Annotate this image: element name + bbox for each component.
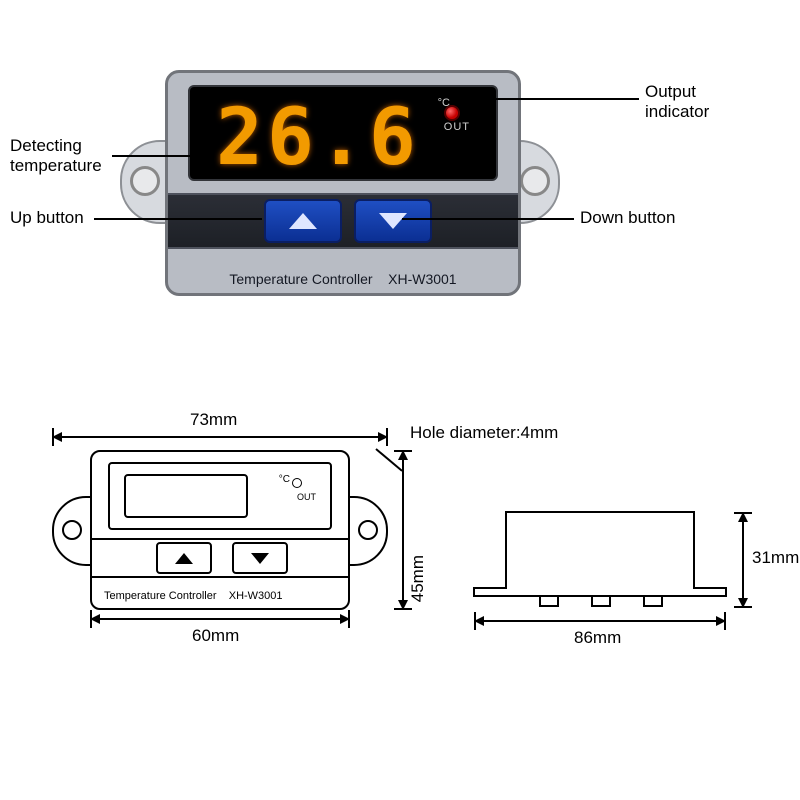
footer-model: XH-W3001 — [388, 271, 456, 287]
down-button[interactable] — [354, 199, 432, 243]
callout-down-button: Down button — [580, 208, 675, 228]
up-button[interactable] — [264, 199, 342, 243]
display-screen: 26.6 °C OUT — [188, 85, 498, 181]
outline-button-bar — [92, 538, 348, 578]
lead-line — [402, 218, 574, 220]
outline-footer: Temperature Controller XH-W3001 — [104, 590, 283, 602]
temperature-readout: 26.6 — [216, 99, 420, 177]
outline-down-button — [232, 542, 288, 574]
outline-body: °C OUT Temperature Controller XH-W3001 — [90, 450, 350, 610]
callout-up-button: Up button — [10, 208, 84, 228]
outline-display: °C OUT — [108, 462, 332, 530]
arrow-up-icon — [175, 553, 193, 564]
lead-ring-icon — [465, 94, 475, 104]
button-bar — [168, 193, 518, 249]
outline-out-label: OUT — [297, 492, 316, 502]
arrow-down-icon — [379, 213, 407, 229]
side-outline-drawing — [470, 500, 730, 610]
dim-60mm-label: 60mm — [192, 626, 239, 646]
lead-line — [471, 98, 639, 100]
hole-diameter-note: Hole diameter:4mm — [410, 423, 558, 443]
output-led-icon — [444, 105, 460, 121]
dim-45mm-label: 45mm — [408, 555, 428, 602]
arrow-down-icon — [251, 553, 269, 564]
outline-unit: °C — [279, 474, 290, 485]
outline-up-button — [156, 542, 212, 574]
arrow-up-icon — [289, 213, 317, 229]
outline-footer-brand: Temperature Controller — [104, 590, 217, 602]
dim-73mm-label: 73mm — [190, 410, 237, 430]
dim-86mm-label: 86mm — [574, 628, 621, 648]
device-body: 26.6 °C OUT Temperature Controller XH-W3… — [165, 70, 521, 296]
footer-brand: Temperature Controller — [229, 271, 372, 287]
lead-line — [94, 218, 262, 220]
lead-line — [112, 155, 204, 157]
outline-display-window — [124, 474, 248, 518]
device-footer: Temperature Controller XH-W3001 — [168, 271, 518, 287]
out-label: OUT — [444, 121, 470, 133]
outline-led-icon — [292, 478, 302, 488]
front-outline-drawing: °C OUT Temperature Controller XH-W3001 — [90, 450, 350, 610]
dim-31mm-label: 31mm — [752, 548, 799, 568]
outline-footer-model: XH-W3001 — [229, 590, 283, 602]
controller-device: 26.6 °C OUT Temperature Controller XH-W3… — [165, 70, 515, 290]
callout-output-indicator: Output indicator — [645, 82, 709, 121]
callout-detecting-temperature: Detecting temperature — [10, 136, 102, 175]
